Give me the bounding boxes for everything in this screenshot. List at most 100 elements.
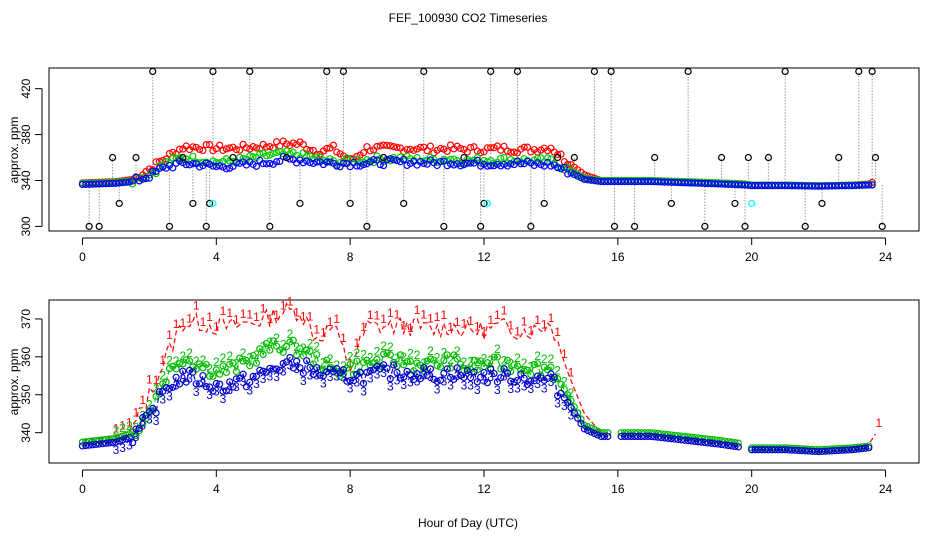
series-2-symbol: 2 — [226, 349, 233, 363]
co2-point — [446, 160, 455, 168]
series-2-symbol: 2 — [447, 353, 454, 367]
series-3-symbol: 3 — [320, 377, 327, 391]
series-3-point — [119, 436, 127, 444]
series-3-point — [627, 432, 635, 441]
series-3-point — [637, 432, 645, 441]
co2-point — [798, 182, 806, 190]
top-y-tick-label: 380 — [19, 124, 33, 144]
co2-point — [463, 159, 471, 167]
co2-point — [714, 180, 722, 188]
outlier-point — [781, 67, 789, 76]
series-2-symbol: 2 — [481, 352, 488, 366]
co2-point — [386, 155, 394, 163]
co2-point — [456, 159, 465, 167]
series-2-symbol: 2 — [360, 347, 367, 361]
series-3-symbol: 3 — [340, 371, 347, 385]
series-3-point — [303, 357, 311, 365]
series-1-symbol: 1 — [474, 319, 481, 333]
series-2-symbol: 2 — [200, 353, 207, 367]
co2-point — [594, 177, 602, 185]
co2-point — [222, 145, 230, 153]
series-1-symbol: 1 — [414, 303, 421, 317]
series-2-point — [567, 397, 575, 405]
series-2-point — [246, 362, 254, 370]
series-1-symbol: 1 — [246, 308, 253, 322]
outlier-point — [323, 67, 331, 76]
co2-point — [266, 151, 274, 159]
co2-point — [169, 164, 177, 172]
series-3-point — [597, 432, 605, 441]
bottom-x-tick-label: 12 — [477, 482, 491, 496]
series-3-point — [112, 438, 120, 446]
co2-point — [119, 179, 127, 187]
co2-point — [533, 154, 542, 162]
co2-point — [590, 177, 599, 185]
co2-point — [239, 140, 247, 148]
series-3-point — [256, 366, 264, 374]
series-3-point — [226, 378, 234, 386]
series-3-point — [674, 435, 682, 444]
series-3-point — [574, 414, 582, 422]
series-2-point — [279, 348, 287, 356]
series-2-symbol: 2 — [320, 355, 327, 369]
series-1-symbol: 1 — [548, 311, 555, 325]
co2-point — [801, 182, 809, 190]
co2-point — [256, 149, 264, 158]
series-2-point — [483, 359, 491, 367]
co2-point — [567, 169, 575, 177]
series-2-point — [406, 357, 414, 366]
series-2-point — [517, 366, 525, 374]
series-3-point — [697, 438, 706, 446]
series-3-symbol: 3 — [528, 382, 535, 396]
series-3-point — [681, 436, 689, 444]
outlier-point — [296, 199, 304, 208]
co2-point — [446, 155, 455, 163]
co2-point — [85, 180, 93, 188]
series-3-point — [95, 440, 103, 448]
series-2-point — [185, 357, 194, 365]
co2-point — [610, 178, 619, 186]
series-3-point — [788, 446, 796, 454]
co2-point — [239, 154, 247, 163]
series-3-point — [209, 387, 217, 395]
co2-point — [647, 178, 655, 186]
co2-point — [353, 152, 361, 160]
outlier-point — [701, 222, 709, 231]
co2-point — [804, 182, 813, 190]
outlier-point — [667, 199, 675, 208]
co2-point — [416, 143, 425, 151]
co2-point — [232, 146, 240, 154]
series-3-point — [169, 383, 177, 391]
series-2-point — [282, 342, 291, 351]
series-3-point — [149, 404, 157, 412]
series-3-symbol: 3 — [260, 372, 267, 386]
outlier-point — [246, 67, 254, 76]
series-3-point — [242, 383, 251, 391]
series-3-symbol: 3 — [434, 382, 441, 396]
series-3-point — [155, 388, 164, 396]
co2-point — [175, 154, 184, 162]
top-y-tick-label: 300 — [19, 216, 33, 236]
series-3-symbol: 3 — [193, 385, 200, 399]
co2-point — [380, 161, 388, 170]
series-3-point — [768, 446, 776, 454]
series-1-symbol: 1 — [467, 314, 474, 328]
co2-point — [303, 152, 311, 160]
series-3-point — [212, 379, 220, 388]
co2-point — [333, 162, 341, 170]
co2-point — [577, 174, 585, 182]
series-3-point — [172, 373, 180, 381]
series-3-point — [259, 367, 267, 375]
co2-point — [266, 159, 274, 168]
series-3-point — [624, 432, 632, 441]
co2-point — [122, 178, 130, 186]
series-3-point — [684, 437, 692, 445]
co2-point — [467, 143, 475, 152]
co2-point — [272, 158, 281, 166]
series-1-symbol: 1 — [333, 312, 340, 326]
co2-point — [477, 149, 485, 157]
series-3-symbol: 3 — [146, 413, 153, 427]
co2-point — [279, 152, 287, 161]
co2-point — [855, 181, 863, 190]
series-3-point — [383, 364, 391, 372]
